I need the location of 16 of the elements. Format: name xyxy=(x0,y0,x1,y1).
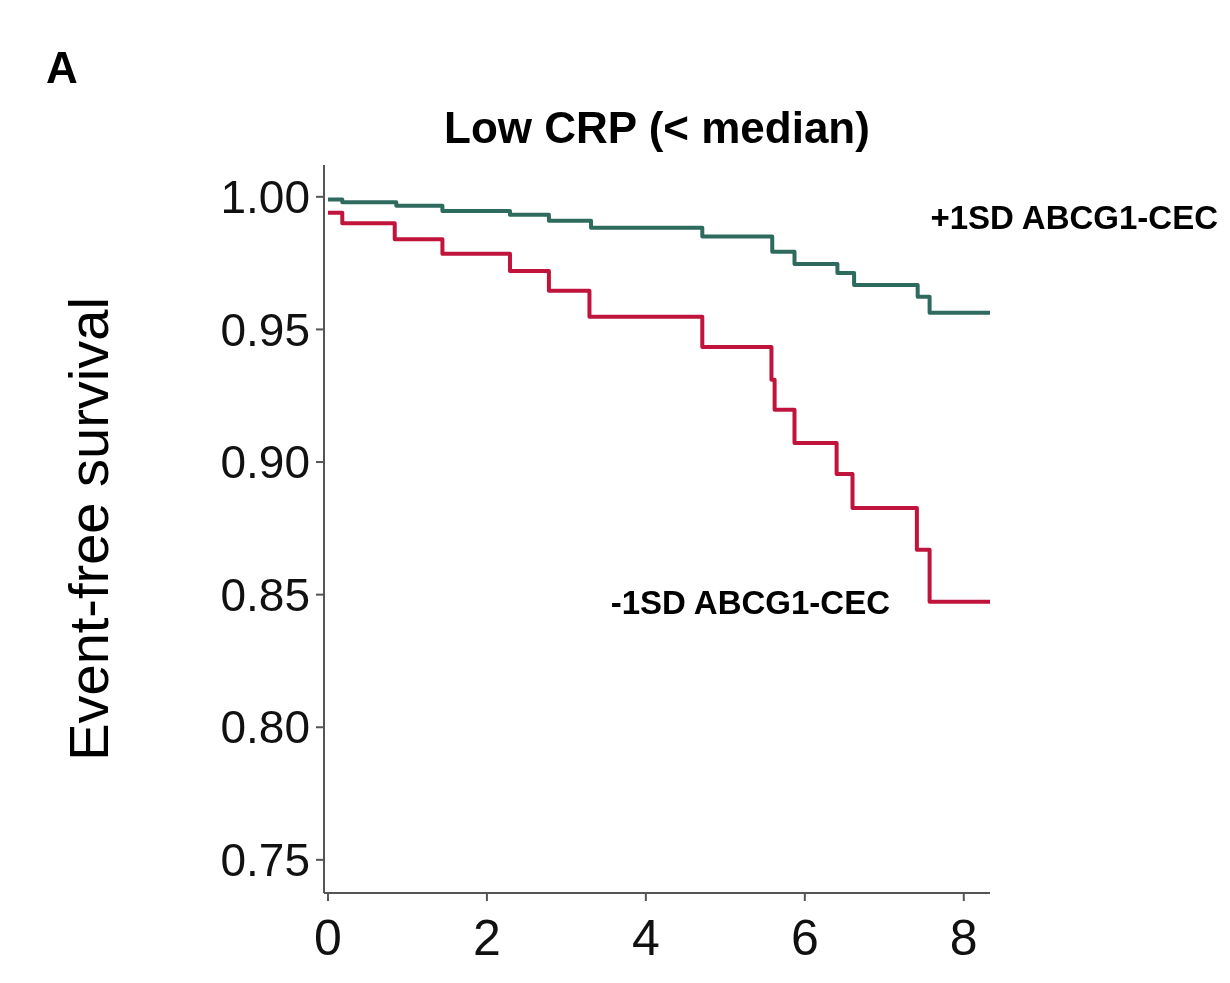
x-tick-label: 2 xyxy=(473,910,501,966)
chart-title: Low CRP (< median) xyxy=(444,103,870,152)
x-tick-label: 8 xyxy=(949,910,978,966)
y-axis-title: Event-free survival xyxy=(57,297,120,761)
y-tick-label: 0.80 xyxy=(220,701,310,754)
text: A xyxy=(46,43,78,92)
y-tick-label: 0.95 xyxy=(220,303,310,356)
y-tick-label: 0.85 xyxy=(220,568,310,621)
y-tick-label: 0.90 xyxy=(220,436,310,489)
series-label: -1SD ABCG1-CEC xyxy=(610,583,890,621)
x-tick-label: 0 xyxy=(314,910,342,966)
y-tick-label: 0.75 xyxy=(220,833,310,886)
y-tick-label: 1.00 xyxy=(220,170,310,223)
series-label: +1SD ABCG1-CEC xyxy=(930,199,1218,236)
x-tick-label: 6 xyxy=(790,910,819,966)
x-tick-label: 4 xyxy=(631,910,660,966)
